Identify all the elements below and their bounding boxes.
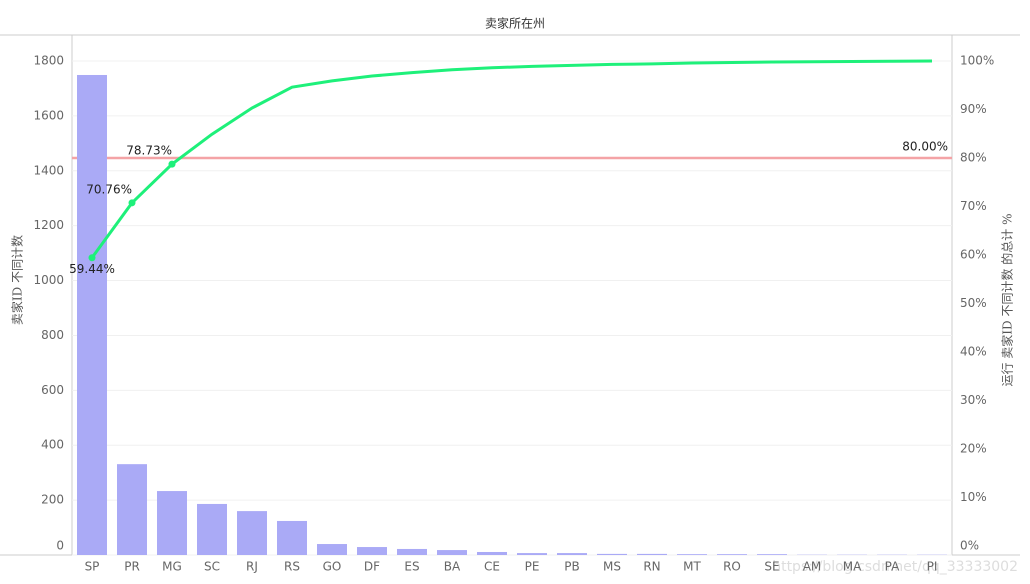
x-tick-label: DF	[364, 560, 380, 574]
bar	[277, 520, 307, 555]
x-tick-label: BA	[444, 560, 461, 574]
x-tick-label: ES	[404, 560, 419, 574]
y-axis-title: 卖家ID 不同计数	[10, 235, 25, 325]
bar	[237, 511, 267, 555]
bar	[157, 491, 187, 555]
y2-tick-label: 70%	[960, 199, 987, 213]
bar	[77, 74, 107, 555]
y2-tick-label: 80%	[960, 151, 987, 165]
x-tick-label: RN	[643, 560, 660, 574]
bar	[437, 550, 467, 555]
x-tick-label: AM	[803, 560, 822, 574]
x-tick-label: MA	[843, 560, 862, 574]
x-tick-label: SE	[764, 560, 779, 574]
y-tick-label: 400	[41, 438, 64, 452]
bar	[637, 553, 667, 555]
bar	[517, 553, 547, 555]
y2-tick-label: 40%	[960, 345, 987, 359]
bar	[317, 544, 347, 555]
y-tick-label: 1200	[33, 218, 64, 232]
x-tick-label: CE	[484, 560, 500, 574]
x-tick-label: PE	[525, 560, 540, 574]
y2-tick-label: 60%	[960, 248, 987, 262]
bar	[397, 548, 427, 555]
y-tick-label: 200	[41, 493, 64, 507]
x-tick-label: GO	[323, 560, 342, 574]
bar	[197, 503, 227, 555]
x-tick-label: MT	[683, 560, 701, 574]
x-tick-label: PR	[124, 560, 140, 574]
x-tick-label: RO	[723, 560, 741, 574]
x-tick-label: RS	[284, 560, 300, 574]
y-tick-label: 600	[41, 383, 64, 397]
data-label: 59.44%	[69, 262, 115, 276]
y-tick-label: 1000	[33, 273, 64, 287]
x-tick-label: SP	[85, 560, 100, 574]
bar	[717, 554, 747, 555]
y2-tick-label: 30%	[960, 393, 987, 407]
y2-tick-label: 20%	[960, 442, 987, 456]
x-tick-label: MS	[603, 560, 621, 574]
x-tick-label: PI	[927, 560, 938, 574]
bar	[357, 547, 387, 555]
bar	[597, 553, 627, 555]
bar	[677, 554, 707, 555]
chart-title: 卖家所在州	[485, 16, 545, 31]
line-point	[88, 254, 96, 262]
x-tick-label: PA	[885, 560, 900, 574]
reference-label: 80.00%	[902, 140, 948, 154]
y2-tick-label: 50%	[960, 296, 987, 310]
data-label: 78.73%	[126, 144, 172, 158]
y2-tick-label: 0%	[960, 539, 979, 553]
x-tick-label: SC	[204, 560, 220, 574]
watermark: https://blog.csdn.net/qq_33333002	[772, 559, 1018, 575]
y-tick-label: 1400	[33, 163, 64, 177]
x-tick-label: PB	[564, 560, 579, 574]
y-tick-label: 800	[41, 328, 64, 342]
y-tick-label: 1600	[33, 108, 64, 122]
bar	[757, 554, 787, 555]
y2-tick-label: 10%	[960, 490, 987, 504]
y2-tick-label: 100%	[960, 54, 994, 68]
cumulative-line	[90, 59, 933, 259]
y-tick-label: 1800	[33, 54, 64, 68]
line-point	[128, 199, 136, 207]
bar	[117, 464, 147, 555]
x-tick-label: MG	[162, 560, 182, 574]
bar	[557, 553, 587, 555]
y-tick-label: 0	[56, 539, 64, 553]
x-tick-label: RJ	[246, 560, 258, 574]
y2-tick-label: 90%	[960, 102, 987, 116]
bar	[477, 551, 507, 555]
line-point	[168, 160, 176, 168]
data-label: 70.76%	[86, 182, 132, 196]
y2-axis-title: 运行 卖家ID 不同计数 的总计 %	[1000, 213, 1015, 386]
